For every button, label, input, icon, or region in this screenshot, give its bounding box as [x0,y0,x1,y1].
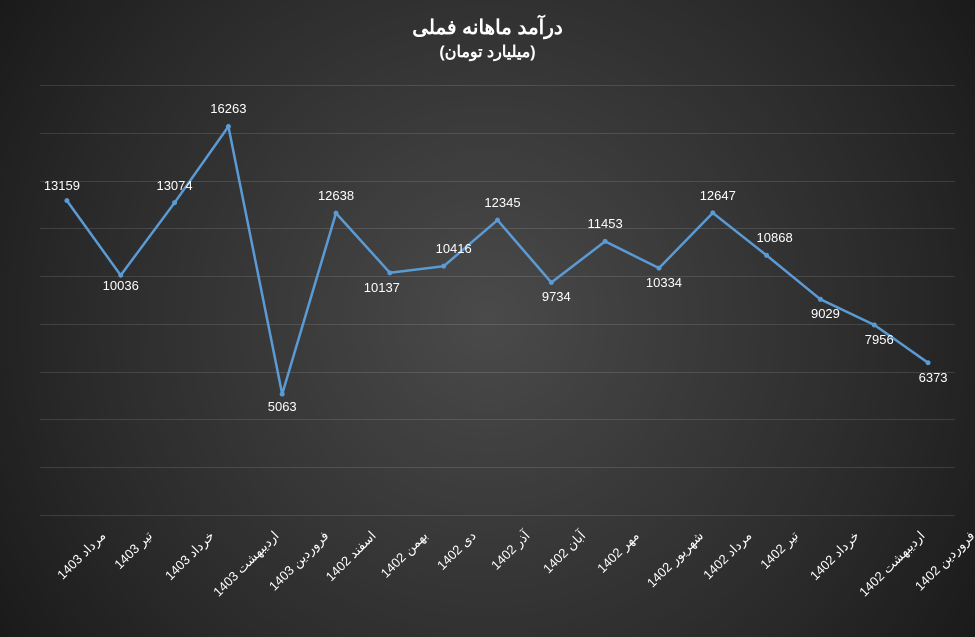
x-axis-label: تیر 1402 [757,528,802,573]
x-axis-label: آبان 1402 [540,528,589,577]
data-label: 9734 [542,289,571,304]
data-label: 9029 [811,306,840,321]
data-label: 13074 [156,178,192,193]
data-label: 7956 [865,332,894,347]
data-marker [118,273,123,278]
data-label: 13159 [44,178,80,193]
data-label: 12345 [484,195,520,210]
x-axis-label: خرداد 1402 [807,528,863,584]
x-axis-label: بهمن 1402 [378,528,431,581]
data-marker [226,124,231,129]
data-label: 6373 [919,370,948,385]
data-label: 10868 [757,230,793,245]
line-series [40,85,955,515]
data-marker [818,297,823,302]
data-label: 12638 [318,188,354,203]
data-marker [441,264,446,269]
data-marker [926,360,931,365]
data-label: 10137 [364,280,400,295]
revenue-chart: درآمد ماهانه فملی (میلیارد تومان) 131591… [0,0,975,637]
data-label: 16263 [210,101,246,116]
data-marker [64,198,69,203]
x-axis-label: اسفند 1402 [323,528,380,585]
data-marker [280,392,285,397]
data-marker [764,253,769,258]
data-marker [172,200,177,205]
data-marker [387,270,392,275]
data-label: 11453 [588,216,623,231]
data-label: 5063 [268,399,297,414]
data-marker [495,218,500,223]
data-marker [603,239,608,244]
data-marker [872,322,877,327]
x-axis-label: مرداد 1402 [700,528,755,583]
x-axis-label: دی 1402 [434,528,480,574]
data-marker [549,280,554,285]
data-label: 10416 [436,241,472,256]
data-label: 10036 [103,278,139,293]
data-marker [710,210,715,215]
x-axis-label: شهریور 1402 [644,528,707,591]
chart-title: درآمد ماهانه فملی [0,15,975,40]
x-axis-label: مهر 1402 [594,528,643,577]
data-label: 10334 [646,275,682,290]
x-axis-labels: مرداد 1403تیر 1403خرداد 1403اردیبهشت 140… [40,520,955,630]
x-axis-label: خرداد 1403 [162,528,218,584]
gridline [40,515,955,516]
data-marker [656,266,661,271]
x-axis-label: تیر 1403 [111,528,156,573]
x-axis-label: آذر 1402 [488,528,533,573]
plot-area: 13159 10036 13074 16263 5063 12638 10137 10416 1… [40,85,955,515]
chart-subtitle: (میلیارد تومان) [0,42,975,62]
x-axis-label: مرداد 1403 [54,528,109,583]
data-label: 12647 [700,188,736,203]
data-marker [334,211,339,216]
chart-title-block: درآمد ماهانه فملی (میلیارد تومان) [0,0,975,62]
